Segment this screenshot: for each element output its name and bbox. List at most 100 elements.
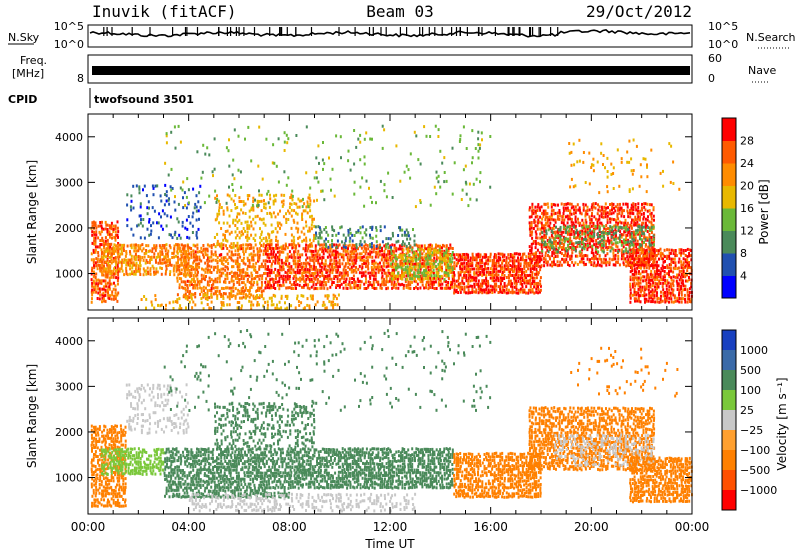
range-gate-cell bbox=[272, 278, 275, 281]
range-gate-cell bbox=[91, 230, 94, 234]
range-gate-cell bbox=[255, 261, 258, 265]
range-gate-cell bbox=[205, 286, 207, 290]
range-gate-cell bbox=[602, 231, 605, 235]
range-gate-cell bbox=[196, 258, 199, 262]
range-gate-cell bbox=[196, 268, 199, 272]
range-gate-cell bbox=[269, 197, 272, 201]
range-gate-cell bbox=[334, 275, 337, 278]
range-gate-cell bbox=[625, 228, 628, 232]
range-gate-cell bbox=[393, 280, 396, 284]
range-gate-cell bbox=[644, 237, 647, 241]
range-gate-cell bbox=[113, 294, 116, 298]
range-gate-cell bbox=[139, 247, 142, 251]
range-gate-cell bbox=[240, 274, 243, 278]
nave-tick-bottom: 0 bbox=[708, 72, 715, 85]
range-gate-cell bbox=[110, 261, 113, 265]
range-gate-cell bbox=[165, 243, 168, 247]
range-gate-cell bbox=[293, 209, 296, 213]
range-gate-cell bbox=[418, 244, 421, 248]
range-gate-cell bbox=[327, 245, 330, 249]
range-gate-cell bbox=[561, 218, 564, 222]
range-gate-cell bbox=[203, 289, 205, 293]
range-gate-cell bbox=[596, 221, 599, 224]
range-gate-cell bbox=[453, 256, 456, 260]
range-gate-cell bbox=[347, 261, 350, 265]
range-gate-cell bbox=[280, 223, 283, 227]
range-gate-cell bbox=[200, 290, 203, 294]
range-gate-cell bbox=[570, 220, 573, 224]
range-gate-cell bbox=[311, 220, 314, 224]
range-gate-cell bbox=[130, 194, 133, 198]
range-gate-cell bbox=[322, 280, 325, 284]
range-gate-cell bbox=[189, 274, 191, 278]
range-gate-cell bbox=[322, 262, 325, 266]
range-gate-cell bbox=[449, 269, 452, 273]
range-gate-cell bbox=[574, 220, 577, 224]
range-gate-cell bbox=[372, 244, 375, 248]
range-gate-cell bbox=[652, 281, 655, 285]
range-gate-cell bbox=[531, 230, 534, 234]
range-gate-cell bbox=[190, 247, 193, 250]
range-gate-cell bbox=[360, 246, 363, 250]
range-gate-cell bbox=[214, 286, 217, 290]
range-gate-cell bbox=[324, 275, 327, 278]
range-gate-cell bbox=[581, 232, 584, 236]
range-gate-cell bbox=[350, 268, 353, 272]
range-gate-cell bbox=[117, 261, 120, 265]
range-gate-cell bbox=[432, 282, 435, 286]
range-gate-cell bbox=[260, 193, 263, 197]
range-gate-cell bbox=[491, 273, 494, 277]
range-gate-cell bbox=[431, 280, 434, 284]
range-gate-cell bbox=[331, 234, 334, 237]
range-gate-cell bbox=[399, 276, 402, 280]
range-gate-cell bbox=[112, 224, 115, 228]
range-gate-cell bbox=[338, 279, 341, 283]
range-gate-cell bbox=[268, 236, 271, 239]
range-gate-cell bbox=[282, 283, 285, 287]
range-gate-cell bbox=[495, 253, 497, 257]
range-gate-cell bbox=[423, 264, 426, 268]
range-gate-cell bbox=[324, 262, 327, 266]
range-gate-cell bbox=[252, 205, 255, 209]
range-gate-cell bbox=[437, 277, 440, 281]
range-gate-cell bbox=[447, 249, 450, 253]
range-gate-cell bbox=[633, 267, 636, 271]
range-gate-cell bbox=[392, 277, 395, 280]
range-gate-cell bbox=[410, 266, 413, 270]
range-gate-cell bbox=[489, 276, 492, 280]
range-gate-cell bbox=[627, 215, 630, 219]
range-gate-cell bbox=[93, 236, 96, 240]
range-gate-cell bbox=[552, 208, 555, 212]
range-gate-cell bbox=[580, 260, 583, 264]
range-gate-cell bbox=[175, 266, 178, 270]
range-gate-cell bbox=[91, 269, 93, 272]
range-gate-cell bbox=[652, 206, 655, 210]
range-gate-cell bbox=[137, 255, 140, 258]
range-gate-cell bbox=[660, 294, 662, 298]
range-gate-cell bbox=[599, 240, 602, 244]
range-gate-cell bbox=[198, 217, 200, 221]
range-gate-cell bbox=[342, 255, 345, 259]
range-gate-cell bbox=[98, 245, 101, 249]
range-gate-cell bbox=[493, 261, 496, 265]
range-gate-cell bbox=[609, 217, 611, 221]
range-gate-cell bbox=[204, 278, 207, 282]
range-gate-cell bbox=[248, 194, 251, 198]
range-gate-cell bbox=[106, 243, 109, 247]
range-gate-cell bbox=[479, 258, 481, 262]
range-gate-cell bbox=[519, 252, 521, 256]
range-gate-cell bbox=[276, 243, 279, 247]
range-gate-cell bbox=[534, 246, 537, 250]
range-gate-cell bbox=[222, 256, 225, 260]
range-gate-cell bbox=[409, 287, 412, 290]
range-gate-cell bbox=[427, 265, 430, 269]
range-gate-cell bbox=[103, 253, 105, 257]
range-gate-cell bbox=[272, 230, 275, 234]
range-gate-cell bbox=[285, 244, 287, 248]
range-gate-cell bbox=[568, 215, 571, 219]
range-gate-cell bbox=[373, 283, 375, 287]
range-gate-cell bbox=[127, 263, 130, 267]
range-gate-cell bbox=[577, 217, 579, 221]
range-gate-cell bbox=[678, 248, 681, 252]
range-gate-cell bbox=[439, 263, 441, 267]
